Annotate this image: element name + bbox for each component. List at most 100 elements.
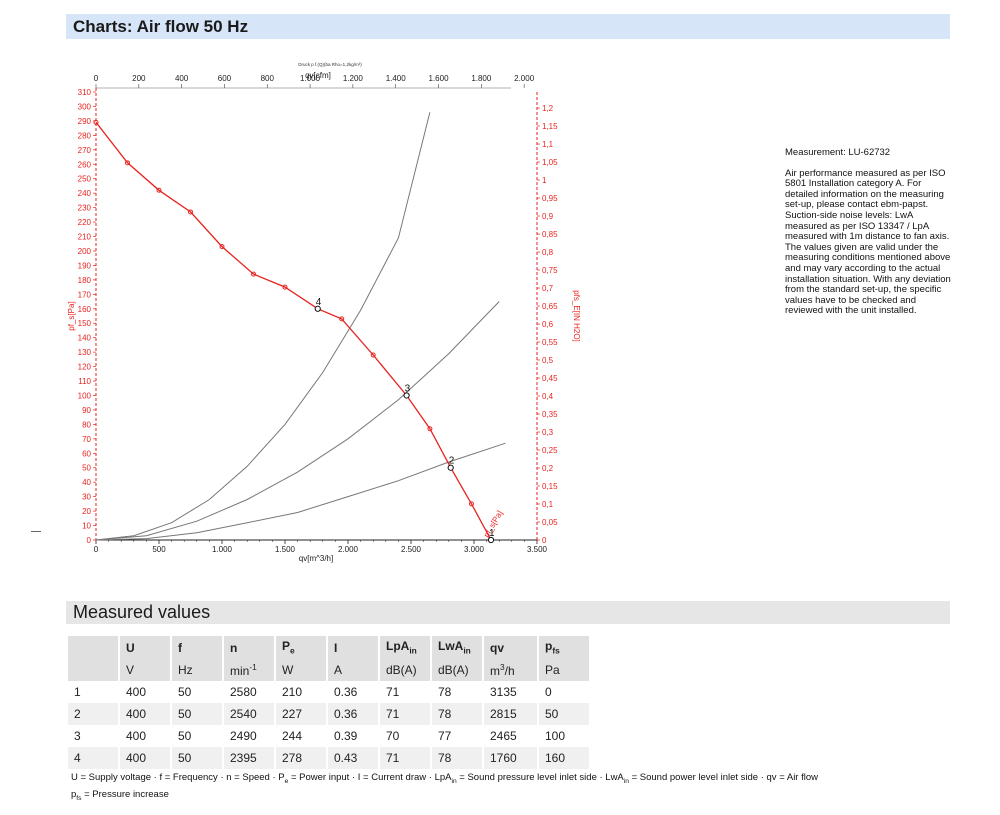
table-cell: 227 [276,703,326,725]
top-tick-label: 2.000 [514,74,535,83]
top-axis-label: qv[cfm] [305,71,331,80]
right-tick-label: 0,9 [542,212,554,221]
table-header-cell: Pe [276,636,326,659]
y-tick-label: 160 [78,305,92,314]
right-tick-label: 0,1 [542,500,554,509]
table-legend: U = Supply voltage · f = Frequency · n =… [71,772,818,785]
table-cell: 400 [120,703,170,725]
right-tick-label: 0,45 [542,374,558,383]
x-tick-label: 1.000 [212,545,233,554]
right-tick-label: 1,05 [542,158,558,167]
table-cell: 0.43 [328,747,378,769]
table-header-cell: LwAin [432,636,482,659]
table-cell: 71 [380,703,430,725]
right-tick-label: 0,25 [542,446,558,455]
x-tick-label: 500 [152,545,166,554]
measured-values-header: Measured values [66,601,950,624]
right-tick-label: 0,65 [542,302,558,311]
table-cell: 50 [539,703,589,725]
right-tick-label: 0,2 [542,464,554,473]
table-cell: 78 [432,703,482,725]
table-cell: 71 [380,681,430,703]
x-tick-label: 0 [94,545,99,554]
right-tick-label: 0,75 [542,266,558,275]
right-tick-label: 1,1 [542,140,554,149]
y-tick-label: 240 [78,189,92,198]
y-tick-label: 280 [78,131,92,140]
table-row: 2 400 50 2540 227 0.36 71 78 2815 50 [68,703,589,725]
operating-point-label: 2 [449,456,455,467]
table-legend-pfs: pfs = Pressure increase [71,789,169,802]
y-tick-label: 10 [82,522,91,531]
y-tick-label: 170 [78,290,92,299]
top-tick-label: 1.200 [343,74,364,83]
right-tick-label: 0,85 [542,230,558,239]
table-cell: 50 [172,681,222,703]
y-tick-label: 70 [82,435,91,444]
table-unit-cell: Pa [539,659,589,681]
y-tick-label: 210 [78,233,92,242]
table-cell: 2465 [484,725,537,747]
right-tick-label: 1,2 [542,104,554,113]
fan-curve-point [156,187,162,193]
y-tick-label: 40 [82,478,91,487]
table-cell: 2395 [224,747,274,769]
y-tick-label: 200 [78,247,92,256]
table-cell: 400 [120,681,170,703]
table-unit-cell [68,659,118,681]
table-cell: 78 [432,747,482,769]
right-tick-label: 0,3 [542,428,554,437]
fan-curve-point [125,160,130,166]
top-tick-label: 400 [175,74,189,83]
system-curve [95,112,431,541]
right-tick-label: 0,6 [542,320,554,329]
operating-point [403,392,410,399]
table-header-cell: I [328,636,378,659]
y-tick-label: 90 [82,406,91,415]
table-unit-cell: V [120,659,170,681]
right-tick-label: 0 [542,536,547,545]
y-tick-label: 30 [82,493,91,502]
x-tick-label: 3.500 [527,545,548,554]
y-tick-label: 80 [82,420,91,429]
table-cell: 71 [380,747,430,769]
table-cell: 3135 [484,681,537,703]
y-tick-label: 310 [78,88,92,97]
table-header-cell: qv [484,636,537,659]
table-unit-cell: A [328,659,378,681]
right-tick-label: 0,35 [542,410,558,419]
table-cell: 2 [68,703,118,725]
table-row: 4 400 50 2395 278 0.43 71 78 1760 160 [68,747,589,769]
table-cell: 70 [380,725,430,747]
top-tick-label: 1.600 [429,74,450,83]
fan-curve-point [251,271,256,277]
y-tick-label: 100 [78,391,92,400]
operating-point-label: 1 [489,528,495,539]
table-row: 1 400 50 2580 210 0.36 71 78 3135 0 [68,681,589,703]
measurement-id: Measurement: LU-62732 [785,147,891,158]
system-curve [95,442,506,541]
top-tick-label: 0 [94,74,99,83]
table-unit-cell: dB(A) [432,659,482,681]
table-unit-cell: W [276,659,326,681]
operating-point [447,464,454,471]
right-axis-label: pfs_E[IN H2O] [572,290,581,342]
table-cell: 2540 [224,703,274,725]
top-tick-label: 1.400 [386,74,407,83]
table-cell: 400 [120,725,170,747]
table-header-cell: n [224,636,274,659]
operating-point-label: 3 [405,383,411,394]
x-tick-label: 2.000 [338,545,359,554]
chart-section-title: Charts: Air flow 50 Hz [73,17,249,36]
air-flow-chart: Druck p f.(Q)(ba Rho=1,2kg/m³) qv[cfm] 0 50… [67,62,581,563]
table-cell: 244 [276,725,326,747]
chart-subtitle: Druck p f.(Q)(ba Rho=1,2kg/m³) [298,62,362,67]
x-tick-label: 1.500 [275,545,296,554]
right-tick-label: 1 [542,176,547,185]
right-tick-label: 0,05 [542,518,558,527]
table-cell: 50 [172,703,222,725]
right-tick-label: 0,4 [542,392,554,401]
table-cell: 0.39 [328,725,378,747]
